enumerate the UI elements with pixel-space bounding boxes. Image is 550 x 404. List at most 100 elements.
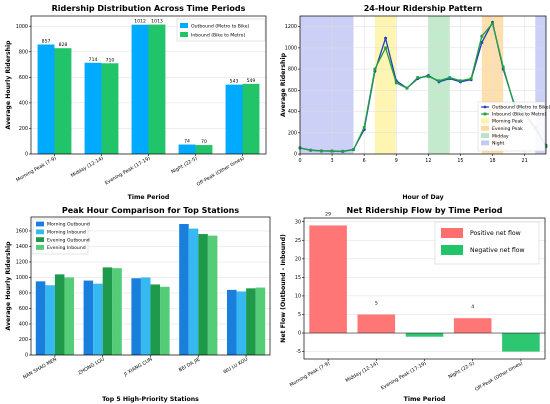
- bar-morning-outbound-wu-lu-kou: [226, 289, 237, 355]
- bar-inbound-bike-to-metro-morning-peak-7-9: [54, 48, 72, 155]
- point-inbound-bike-to-metro: [437, 79, 441, 83]
- y-tick-label: 600: [19, 75, 28, 81]
- x-tick-label: NAN SHAO MEN: [22, 356, 58, 380]
- y-axis-label: Average Ridership: [280, 52, 287, 117]
- bar-evening-outbound-bei-da-jie: [198, 234, 208, 355]
- y-tick-label: 1000: [16, 275, 28, 281]
- x-tick-label: 15: [457, 158, 463, 164]
- y-tick-label: 0: [25, 353, 28, 359]
- y-tick-label: 10: [295, 294, 301, 300]
- x-tick-label: Midday (12-14): [70, 155, 105, 179]
- y-tick-label: 400: [19, 100, 28, 106]
- legend-label: Inbound (Bike to Metro): [492, 112, 546, 118]
- legend-swatch: [481, 125, 489, 131]
- x-tick-label: 0: [298, 158, 301, 164]
- x-tick-label: Morning Peak (7-9): [15, 155, 57, 183]
- line-inbound-bike-to-metro: [299, 22, 547, 153]
- y-tick-label: 600: [19, 306, 28, 312]
- legend-label: Evening Inbound: [47, 245, 86, 251]
- point-inbound-bike-to-metro: [309, 148, 313, 152]
- bar-evening-inbound-nan-shao-men: [64, 277, 75, 355]
- bar-evening-outbound-ji-xiang-cun: [150, 284, 161, 355]
- data-label: 5: [375, 300, 378, 306]
- bar-net-midday-12-14: [357, 314, 396, 334]
- legend-label: Outbound (Metro to Bike): [191, 24, 250, 30]
- y-tick-label: 800: [19, 291, 28, 297]
- point-inbound-bike-to-metro: [480, 34, 484, 38]
- y-tick-label: 400: [19, 322, 28, 328]
- bar-evening-outbound-nan-shao-men: [54, 274, 65, 355]
- y-axis-label: Average Hourly Ridership: [5, 241, 12, 331]
- x-axis-label: Time Period: [128, 194, 170, 201]
- bar-net-off-peak-other-times: [502, 333, 540, 352]
- y-tick-label: 1000: [285, 45, 297, 51]
- legend-label: Morning Peak: [492, 119, 523, 125]
- y-tick-label: 1200: [16, 260, 28, 266]
- x-tick-label: Off-Peak (Other times): [474, 360, 524, 392]
- legend-swatch: [441, 245, 463, 255]
- legend-swatch: [36, 221, 44, 227]
- data-label: 543: [230, 79, 239, 85]
- legend-swatch: [36, 237, 44, 242]
- y-tick-label: 1600: [16, 229, 28, 235]
- data-label: 4: [471, 304, 474, 310]
- point-inbound-bike-to-metro: [373, 67, 377, 71]
- chart-title: Peak Hour Comparison for Top Stations: [62, 206, 240, 215]
- legend-label: Outbound (Metro to Bike): [492, 105, 550, 111]
- band-night-late: [535, 16, 546, 154]
- legend-label: Evening Outbound: [47, 237, 90, 243]
- legend-swatch: [441, 228, 463, 238]
- bar-evening-inbound-ji-xiang-cun: [160, 286, 170, 355]
- y-axis-label: Net Flow (Outbound - Inbound): [280, 234, 287, 343]
- bar-morning-outbound-zhong-lou: [83, 280, 94, 355]
- legend-marker: [483, 105, 487, 109]
- legend-label: Night: [492, 141, 505, 147]
- chart-title: 24-Hour Ridership Pattern: [364, 4, 483, 13]
- bar-evening-inbound-wu-lu-kou: [255, 287, 266, 355]
- y-tick-label: 0: [25, 152, 28, 158]
- plot-frame: [299, 15, 547, 155]
- y-tick-label: 1400: [16, 244, 28, 250]
- y-tick-label: 30: [295, 219, 301, 225]
- y-tick-label: 5: [298, 312, 301, 318]
- data-label: 549: [247, 78, 256, 84]
- y-tick-label: 1200: [285, 24, 297, 30]
- band-midday: [428, 16, 450, 154]
- legend-swatch: [36, 245, 44, 250]
- x-tick-label: Night (22-5): [448, 360, 476, 380]
- bar-morning-inbound-nan-shao-men: [45, 285, 55, 355]
- bar-morning-outbound-ji-xiang-cun: [131, 278, 141, 355]
- bar-evening-outbound-zhong-lou: [102, 267, 113, 355]
- bar-morning-inbound-zhong-lou: [93, 283, 103, 355]
- legend-swatch: [481, 118, 489, 124]
- data-label: 1012: [134, 19, 146, 25]
- point-inbound-bike-to-metro: [405, 86, 409, 90]
- y-tick-label: -5: [296, 349, 301, 355]
- x-axis-label: Time Period: [404, 396, 446, 403]
- chart-net-flow: -5 0 5 10 15 20 25 30 29 5 4 Morning Peak (7-9) Midd…: [280, 206, 546, 403]
- point-inbound-bike-to-metro: [459, 79, 462, 83]
- x-tick-label: Evening Peak (17-19): [380, 360, 428, 391]
- data-label: 714: [89, 57, 98, 63]
- band-night: [300, 16, 354, 154]
- legend-label: Negative net flow: [470, 247, 525, 254]
- y-tick-label: 200: [288, 130, 297, 136]
- x-tick-label: BEI DA JIE: [178, 357, 201, 374]
- point-inbound-bike-to-metro: [352, 148, 355, 152]
- data-label: 828: [59, 42, 68, 48]
- bar-outbound-metro-to-bike-midday-12-14: [84, 62, 102, 155]
- bar-outbound-metro-to-bike-off-peak-other-times: [225, 84, 243, 154]
- x-axis-label: Hour of Day: [402, 194, 443, 201]
- chart-title: Net Ridership Flow by Time Period: [347, 206, 503, 215]
- x-tick-label: 3: [331, 158, 334, 164]
- chart-ridership-distribution: 0 200 400 600 800 1000 857 714 1012 74 543 828 710 10…: [5, 4, 267, 201]
- y-tick-label: 600: [288, 88, 297, 94]
- bar-morning-inbound-wu-lu-kou: [236, 291, 247, 355]
- point-inbound-bike-to-metro: [394, 81, 398, 85]
- bar-inbound-bike-to-metro-evening-peak-17-19: [148, 24, 166, 154]
- y-tick-label: 25: [295, 238, 301, 244]
- bar-outbound-metro-to-bike-morning-peak-7-9: [37, 44, 55, 154]
- x-tick-label: Midday (12-14): [345, 360, 380, 384]
- x-tick-label: Morning Peak (7-9): [289, 360, 331, 388]
